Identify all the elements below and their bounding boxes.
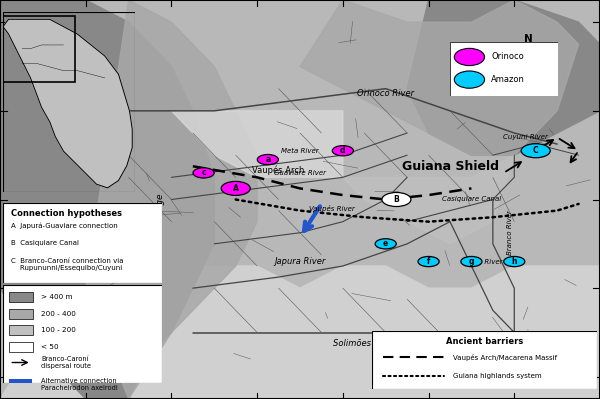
Polygon shape	[528, 72, 532, 84]
Polygon shape	[300, 0, 578, 155]
Text: a: a	[265, 155, 271, 164]
Ellipse shape	[454, 71, 485, 88]
Polygon shape	[520, 72, 528, 77]
Text: Amazon: Amazon	[491, 75, 525, 84]
Polygon shape	[172, 111, 343, 177]
Ellipse shape	[257, 154, 278, 165]
Ellipse shape	[193, 168, 214, 178]
Text: Branco River: Branco River	[507, 210, 513, 255]
Text: Cuyuni River: Cuyuni River	[503, 134, 547, 140]
Text: Orinoco: Orinoco	[491, 53, 524, 61]
Text: Branco-Caroní
dispersal route: Branco-Caroní dispersal route	[41, 356, 91, 369]
Polygon shape	[407, 0, 600, 155]
Polygon shape	[528, 66, 536, 72]
Bar	[10, 379, 32, 389]
Text: Guaviare River: Guaviare River	[274, 170, 326, 176]
Text: c: c	[201, 168, 206, 178]
Bar	[10, 292, 33, 302]
Polygon shape	[0, 266, 600, 399]
Text: f: f	[427, 257, 430, 266]
Text: Vaupés Arch: Vaupés Arch	[253, 166, 305, 176]
Text: Negro River: Negro River	[461, 259, 503, 265]
Text: C: C	[533, 146, 539, 155]
Text: < 50: < 50	[41, 344, 59, 350]
Ellipse shape	[521, 144, 550, 158]
Ellipse shape	[332, 146, 353, 156]
Ellipse shape	[375, 239, 396, 249]
Ellipse shape	[221, 182, 250, 196]
Polygon shape	[528, 69, 546, 72]
Text: Solimões River: Solimões River	[333, 339, 395, 348]
Text: d: d	[340, 146, 346, 155]
Text: Alternative connection
Paracheirodon axelrodi: Alternative connection Paracheirodon axe…	[41, 377, 118, 391]
Text: Guiana Shield: Guiana Shield	[401, 160, 499, 173]
Text: Guiana highlands system: Guiana highlands system	[453, 373, 542, 379]
Text: g: g	[469, 257, 474, 266]
Ellipse shape	[461, 257, 482, 267]
Text: N: N	[524, 34, 532, 44]
Text: h: h	[512, 257, 517, 266]
Bar	[0, 16, 74, 81]
Bar	[10, 309, 33, 318]
Ellipse shape	[382, 192, 411, 207]
Text: Vaupés Arch/Macarena Massif: Vaupés Arch/Macarena Massif	[453, 354, 557, 361]
Bar	[10, 325, 33, 335]
Text: 100 - 200: 100 - 200	[41, 327, 76, 333]
Polygon shape	[520, 66, 528, 72]
Text: e: e	[383, 239, 388, 248]
Text: A: A	[233, 184, 239, 193]
Text: B  Casiquiare Canal: B Casiquiare Canal	[11, 240, 79, 246]
Polygon shape	[343, 155, 514, 244]
Text: Japura River: Japura River	[274, 257, 326, 266]
Ellipse shape	[454, 48, 485, 65]
Polygon shape	[524, 60, 528, 72]
Polygon shape	[3, 19, 132, 188]
Text: Meta River: Meta River	[281, 148, 319, 154]
Polygon shape	[0, 0, 214, 399]
Text: A  Japurá-Guaviare connection: A Japurá-Guaviare connection	[11, 223, 118, 229]
Text: Orinoco River: Orinoco River	[357, 89, 414, 98]
Polygon shape	[528, 72, 536, 77]
Text: Connection hypotheses: Connection hypotheses	[11, 209, 122, 218]
Polygon shape	[510, 72, 528, 74]
Text: Ancient barriers: Ancient barriers	[446, 337, 523, 346]
Ellipse shape	[418, 257, 439, 267]
Text: B: B	[394, 195, 400, 204]
Text: Andes Ridge: Andes Ridge	[156, 194, 165, 250]
Text: Casiquiare Canal: Casiquiare Canal	[442, 196, 501, 203]
Bar	[10, 342, 33, 352]
Text: 200 - 400: 200 - 400	[41, 311, 76, 317]
Polygon shape	[86, 0, 257, 399]
Ellipse shape	[504, 257, 525, 267]
Text: > 400 m: > 400 m	[41, 294, 73, 300]
Text: Vaupés River: Vaupés River	[309, 205, 355, 212]
Text: C  Branco-Caroní connection via
    Rupununni/Essequibo/Cuyuni: C Branco-Caroní connection via Rupununni…	[11, 258, 124, 271]
